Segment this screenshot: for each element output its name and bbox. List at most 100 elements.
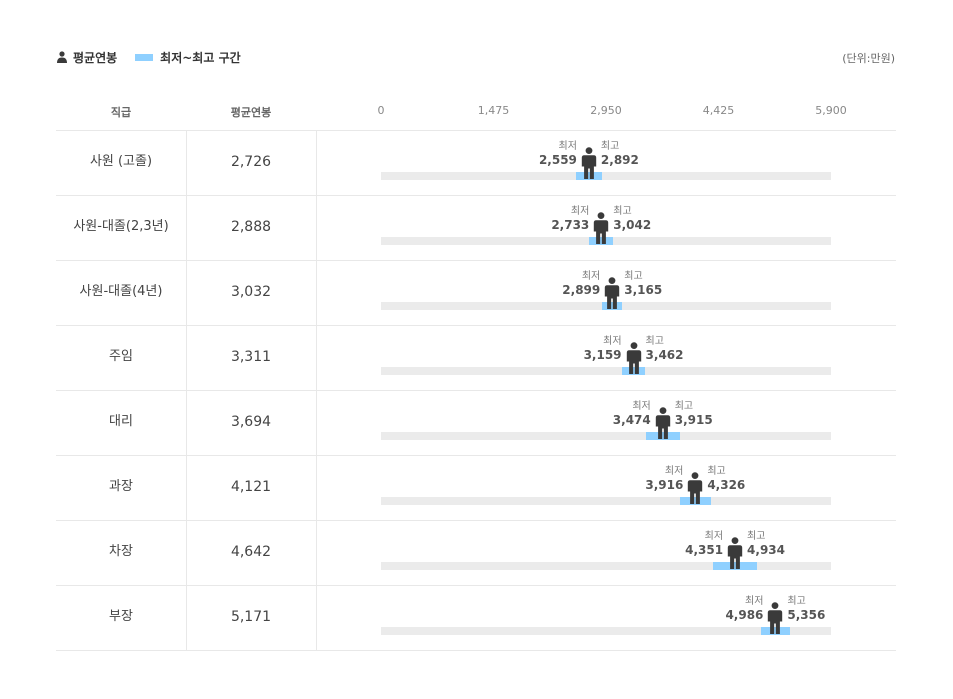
salary-table: 사원 (고졸) 2,726 최저 2,559 최고 2,892 사원-대졸(2,3년) 2,8… — [56, 131, 896, 651]
range-bar — [761, 627, 790, 635]
axis-tick: 0 — [377, 104, 385, 117]
header-avg: 평균연봉 — [230, 106, 272, 119]
max-label: 최고 3,915 — [675, 400, 713, 428]
max-label: 최고 2,892 — [601, 140, 639, 168]
avg-salary-cell: 3,694 — [186, 391, 317, 455]
min-label: 최저 2,733 — [551, 205, 589, 233]
person-icon — [688, 472, 703, 504]
avg-salary-cell: 5,171 — [186, 586, 317, 650]
table-row: 차장 4,642 최저 4,351 최고 4,934 — [56, 521, 896, 586]
max-value: 3,915 — [674, 413, 713, 427]
min-value: 4,351 — [685, 543, 724, 557]
min-label: 최저 2,559 — [539, 140, 577, 168]
min-value: 2,899 — [562, 283, 601, 297]
table-row: 과장 4,121 최저 3,916 최고 4,326 — [56, 456, 896, 521]
range-bar — [621, 367, 646, 375]
table-row: 부장 5,171 최저 4,986 최고 5,356 — [56, 586, 896, 651]
min-label: 최저 4,351 — [685, 530, 723, 558]
min-caption: 최저 — [664, 466, 684, 477]
legend: 평균연봉 최저~최고 구간 — [56, 48, 259, 66]
person-icon — [655, 407, 670, 439]
max-label: 최고 3,042 — [613, 205, 651, 233]
range-bar — [645, 432, 680, 440]
unit-label: (단위:만원) — [842, 52, 895, 65]
min-value: 4,986 — [725, 608, 764, 622]
avg-salary-cell: 2,726 — [186, 131, 317, 195]
range-track — [381, 432, 831, 440]
max-value: 3,462 — [645, 348, 684, 362]
max-label: 최고 3,462 — [646, 335, 684, 363]
table-row: 대리 3,694 최저 3,474 최고 3,915 — [56, 391, 896, 456]
position-cell: 사원 (고졸) — [56, 131, 187, 195]
axis-tick: 5,900 — [815, 104, 847, 117]
max-caption: 최고 — [613, 206, 632, 217]
max-value: 3,165 — [624, 283, 663, 297]
max-value: 4,326 — [707, 478, 746, 492]
position-cell: 사원-대졸(4년) — [56, 261, 187, 325]
axis-tick: 2,950 — [590, 104, 622, 117]
avg-salary-cell: 4,642 — [186, 521, 317, 585]
header-position: 직급 — [110, 106, 132, 119]
person-icon — [768, 602, 783, 634]
min-caption: 최저 — [570, 206, 590, 217]
table-row: 주임 3,311 최저 3,159 최고 3,462 — [56, 326, 896, 391]
position-cell: 과장 — [56, 456, 187, 520]
min-caption: 최저 — [704, 531, 724, 542]
max-caption: 최고 — [787, 596, 806, 607]
legend-avg-label: 평균연봉 — [73, 50, 118, 65]
range-bar — [679, 497, 711, 505]
range-track — [381, 172, 831, 180]
avg-salary-cell: 3,311 — [186, 326, 317, 390]
legend-range-label: 최저~최고 구간 — [160, 50, 241, 65]
person-icon — [626, 342, 641, 374]
max-value: 4,934 — [747, 543, 786, 557]
table-row: 사원 (고졸) 2,726 최저 2,559 최고 2,892 — [56, 131, 896, 196]
person-icon — [581, 147, 597, 179]
min-label: 최저 2,899 — [562, 270, 600, 298]
axis-tick: 4,425 — [702, 104, 735, 117]
avg-salary-cell: 4,121 — [186, 456, 317, 520]
max-value: 5,356 — [787, 608, 826, 622]
min-label: 최저 4,986 — [725, 595, 763, 623]
max-label: 최고 5,356 — [787, 595, 825, 623]
min-label: 최저 3,474 — [613, 400, 651, 428]
max-caption: 최고 — [624, 271, 643, 282]
range-bar — [712, 562, 758, 570]
max-value: 3,042 — [613, 218, 652, 232]
person-icon — [605, 277, 620, 309]
position-cell: 부장 — [56, 586, 187, 650]
range-track — [381, 367, 831, 375]
person-icon — [594, 212, 609, 244]
table-header: 직급 평균연봉 0 1,475 2,950 4,425 5,900 — [56, 92, 896, 131]
legend-range: 최저~최고 구간 — [135, 49, 241, 66]
position-cell: 주임 — [56, 326, 187, 390]
position-cell: 사원-대졸(2,3년) — [56, 196, 187, 260]
table-row: 사원-대졸(2,3년) 2,888 최저 2,733 최고 3,042 — [56, 196, 896, 261]
max-value: 2,892 — [600, 153, 639, 167]
range-track — [381, 497, 831, 505]
range-bar — [576, 172, 602, 180]
range-track — [381, 562, 831, 570]
min-value: 2,733 — [551, 218, 590, 232]
min-value: 3,916 — [645, 478, 684, 492]
legend-range-swatch — [135, 53, 154, 61]
min-label: 최저 3,916 — [645, 465, 683, 493]
max-caption: 최고 — [674, 401, 694, 412]
position-cell: 차장 — [56, 521, 187, 585]
position-cell: 대리 — [56, 391, 187, 455]
avg-salary-cell: 2,888 — [186, 196, 317, 260]
min-caption: 최저 — [603, 336, 622, 347]
max-caption: 최고 — [707, 466, 726, 477]
range-bar — [602, 302, 623, 310]
avg-salary-cell: 3,032 — [186, 261, 317, 325]
table-row: 사원-대졸(4년) 3,032 최저 2,899 최고 3,165 — [56, 261, 896, 326]
max-caption: 최고 — [645, 336, 664, 347]
person-icon — [727, 537, 743, 569]
min-caption: 최저 — [581, 271, 601, 282]
min-caption: 최저 — [558, 141, 577, 152]
axis-tick: 1,475 — [477, 104, 510, 117]
range-bar — [589, 237, 613, 245]
min-caption: 최저 — [632, 401, 651, 412]
max-caption: 최고 — [600, 141, 620, 152]
min-label: 최저 3,159 — [584, 335, 622, 363]
